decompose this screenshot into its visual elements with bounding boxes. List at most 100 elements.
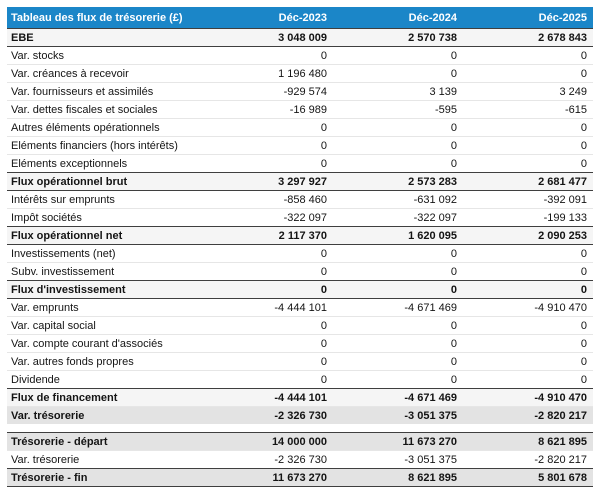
column-header-dec-2025: Déc-2025 xyxy=(538,11,587,24)
row-value-dec-2024: 0 xyxy=(450,265,457,278)
row-value-dec-2025: 2 678 843 xyxy=(538,31,587,44)
table-row: Dividende 0 0 0 xyxy=(7,370,593,388)
row-value-dec-2025: 0 xyxy=(580,139,587,152)
row-value-dec-2025: 0 xyxy=(580,337,587,350)
row-value-dec-2024: 0 xyxy=(450,373,457,386)
row-value-dec-2024: 2 573 283 xyxy=(408,175,457,188)
row-value-dec-2025: -2 820 217 xyxy=(534,453,587,466)
row-value-dec-2024: 1 620 095 xyxy=(408,229,457,242)
row-value-dec-2023: 0 xyxy=(320,157,327,170)
row-value-dec-2024: -322 097 xyxy=(413,211,457,224)
row-value-dec-2023: -858 460 xyxy=(283,193,327,206)
row-label: Trésorerie - départ xyxy=(11,435,108,448)
row-value-dec-2024: 0 xyxy=(450,283,457,296)
row-label: Eléments financiers (hors intérêts) xyxy=(11,139,178,152)
row-value-dec-2023: 0 xyxy=(320,373,327,386)
table-row: Var. compte courant d'associés 0 0 0 xyxy=(7,334,593,352)
row-value-dec-2025: 2 681 477 xyxy=(538,175,587,188)
row-value-dec-2025: 0 xyxy=(580,355,587,368)
row-label: Flux de financement xyxy=(11,391,118,404)
table-row: Flux opérationnel brut 3 297 927 2 573 2… xyxy=(7,172,593,190)
row-label: Var. autres fonds propres xyxy=(11,355,134,368)
row-value-dec-2024: 0 xyxy=(450,49,457,62)
row-value-dec-2023: 0 xyxy=(320,283,327,296)
table-row: Flux de financement -4 444 101 -4 671 46… xyxy=(7,388,593,406)
row-label: Var. compte courant d'associés xyxy=(11,337,163,350)
row-value-dec-2024: 0 xyxy=(450,67,457,80)
table-row: Var. fournisseurs et assimilés -929 574 … xyxy=(7,82,593,100)
table-body: EBE 3 048 009 2 570 738 2 678 843 Var. s… xyxy=(7,28,593,487)
table-row: Intérêts sur emprunts -858 460 -631 092 … xyxy=(7,190,593,208)
table-row: Investissements (net) 0 0 0 xyxy=(7,244,593,262)
row-label: Var. créances à recevoir xyxy=(11,67,129,80)
table-row: Eléments exceptionnels 0 0 0 xyxy=(7,154,593,172)
table-row: Var. trésorerie -2 326 730 -3 051 375 -2… xyxy=(7,450,593,468)
row-value-dec-2024: 0 xyxy=(450,247,457,260)
row-value-dec-2025: 2 090 253 xyxy=(538,229,587,242)
row-value-dec-2025: 0 xyxy=(580,157,587,170)
row-value-dec-2024: 0 xyxy=(450,157,457,170)
row-value-dec-2024: -595 xyxy=(434,103,457,116)
row-label: Autres éléments opérationnels xyxy=(11,121,160,134)
table-row: Var. stocks 0 0 0 xyxy=(7,46,593,64)
row-value-dec-2025: 5 801 678 xyxy=(538,471,587,484)
table-row: Var. trésorerie -2 326 730 -3 051 375 -2… xyxy=(7,406,593,424)
row-label: Var. emprunts xyxy=(11,301,79,314)
table-row: Var. créances à recevoir 1 196 480 0 0 xyxy=(7,64,593,82)
table-row: EBE 3 048 009 2 570 738 2 678 843 xyxy=(7,28,593,46)
row-value-dec-2025: -615 xyxy=(564,103,587,116)
row-value-dec-2025: -4 910 470 xyxy=(534,301,587,314)
row-value-dec-2023: 0 xyxy=(320,247,327,260)
row-value-dec-2023: 0 xyxy=(320,337,327,350)
row-value-dec-2024: 0 xyxy=(450,337,457,350)
row-label: Var. stocks xyxy=(11,49,64,62)
row-value-dec-2023: 1 196 480 xyxy=(278,67,327,80)
row-value-dec-2024: 0 xyxy=(450,319,457,332)
row-value-dec-2023: 3 297 927 xyxy=(278,175,327,188)
table-row: Flux d'investissement 0 0 0 xyxy=(7,280,593,298)
row-value-dec-2025: 0 xyxy=(580,121,587,134)
table-row: Autres éléments opérationnels 0 0 0 xyxy=(7,118,593,136)
row-label: Flux opérationnel brut xyxy=(11,175,128,188)
row-value-dec-2024: -631 092 xyxy=(413,193,457,206)
row-value-dec-2023: 14 000 000 xyxy=(271,435,327,448)
row-value-dec-2025: 0 xyxy=(580,49,587,62)
row-value-dec-2024: -4 671 469 xyxy=(404,391,457,404)
table-title: Tableau des flux de trésorerie (£) xyxy=(11,11,183,24)
row-value-dec-2023: 2 117 370 xyxy=(278,229,327,242)
row-value-dec-2023: 0 xyxy=(320,121,327,134)
table-row: Impôt sociétés -322 097 -322 097 -199 13… xyxy=(7,208,593,226)
row-label: Var. trésorerie xyxy=(11,409,85,422)
table-row: Var. capital social 0 0 0 xyxy=(7,316,593,334)
row-value-dec-2024: -3 051 375 xyxy=(404,453,457,466)
row-value-dec-2023: 0 xyxy=(320,265,327,278)
row-value-dec-2023: 0 xyxy=(320,355,327,368)
table-row: Trésorerie - départ 14 000 000 11 673 27… xyxy=(7,432,593,450)
row-value-dec-2025: 8 621 895 xyxy=(538,435,587,448)
row-value-dec-2024: 8 621 895 xyxy=(408,471,457,484)
row-value-dec-2023: -2 326 730 xyxy=(274,409,327,422)
row-label: Var. dettes fiscales et sociales xyxy=(11,103,158,116)
row-value-dec-2024: 11 673 270 xyxy=(402,435,457,448)
row-value-dec-2023: -4 444 101 xyxy=(274,391,327,404)
row-label: Var. capital social xyxy=(11,319,96,332)
row-label: EBE xyxy=(11,31,34,44)
row-value-dec-2023: 0 xyxy=(320,139,327,152)
row-value-dec-2024: 3 139 xyxy=(429,85,457,98)
table-row: Var. dettes fiscales et sociales -16 989… xyxy=(7,100,593,118)
column-header-dec-2024: Déc-2024 xyxy=(408,11,457,24)
row-label: Dividende xyxy=(11,373,60,386)
table-row xyxy=(7,424,593,432)
row-value-dec-2023: -322 097 xyxy=(283,211,327,224)
row-value-dec-2023: 0 xyxy=(320,49,327,62)
row-value-dec-2025: 0 xyxy=(580,265,587,278)
row-label: Trésorerie - fin xyxy=(11,471,88,484)
row-value-dec-2023: 3 048 009 xyxy=(278,31,327,44)
row-value-dec-2023: -4 444 101 xyxy=(274,301,327,314)
row-value-dec-2025: 0 xyxy=(580,67,587,80)
row-label: Impôt sociétés xyxy=(11,211,82,224)
row-value-dec-2023: -929 574 xyxy=(283,85,327,98)
row-label: Investissements (net) xyxy=(11,247,116,260)
row-label: Var. trésorerie xyxy=(11,453,80,466)
row-value-dec-2025: 0 xyxy=(580,247,587,260)
